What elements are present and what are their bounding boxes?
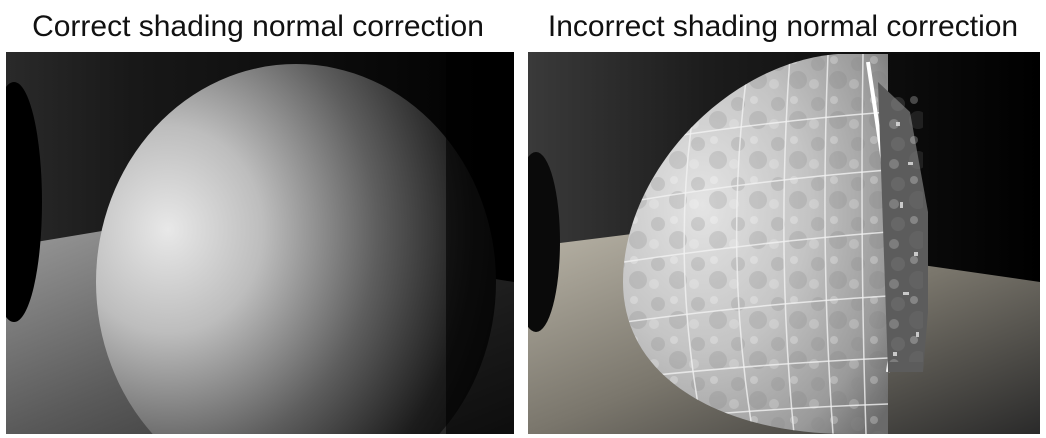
sphere bbox=[96, 64, 496, 434]
left-caption: Correct shading normal correction bbox=[32, 10, 484, 43]
faceted-artifact-sphere-image bbox=[528, 52, 1040, 434]
wall-shadow bbox=[528, 152, 560, 332]
incorrect-render-panel bbox=[528, 52, 1040, 434]
artifact-strip bbox=[878, 82, 928, 372]
right-caption: Incorrect shading normal correction bbox=[547, 10, 1019, 43]
smooth-shaded-sphere-image bbox=[6, 52, 514, 434]
wall-shadow bbox=[6, 82, 42, 322]
correct-render-panel bbox=[6, 52, 514, 434]
